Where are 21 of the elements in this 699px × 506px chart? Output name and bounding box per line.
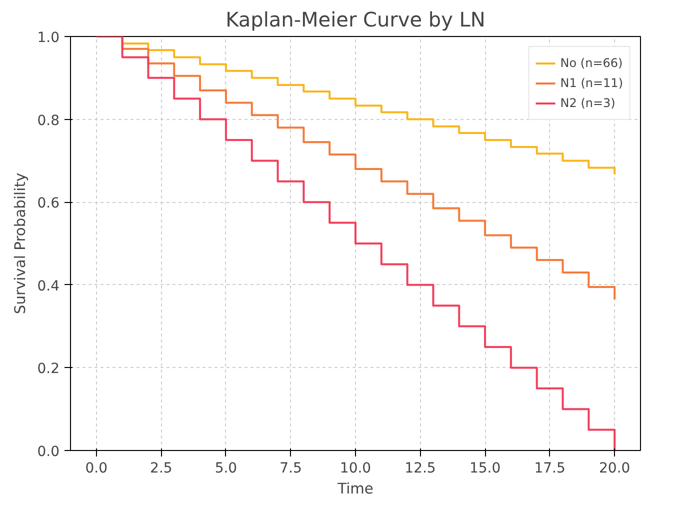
y-tick-label: 0.4 bbox=[37, 278, 60, 294]
y-tick-label: 0.0 bbox=[37, 444, 60, 460]
chart-title: Kaplan-Meier Curve by LN bbox=[226, 8, 486, 32]
x-tick-label: 20.0 bbox=[599, 460, 630, 476]
legend-label: No (n=66) bbox=[560, 56, 623, 70]
x-tick-label: 10.0 bbox=[340, 460, 372, 476]
y-axis-title: Survival Probability bbox=[12, 172, 30, 314]
y-tick-label: 0.8 bbox=[37, 112, 60, 129]
x-tick-label: 5.0 bbox=[214, 460, 238, 476]
legend-label: N1 (n=11) bbox=[560, 76, 623, 90]
x-tick-label: 17.5 bbox=[534, 460, 566, 476]
x-tick-label: 0.0 bbox=[85, 460, 108, 476]
legend-label: N2 (n=3) bbox=[560, 96, 616, 110]
x-tick-label: 2.5 bbox=[150, 460, 172, 476]
x-axis-title: Time bbox=[336, 480, 374, 498]
x-tick-label: 12.5 bbox=[404, 460, 436, 476]
y-tick-label: 0.6 bbox=[37, 196, 60, 212]
x-tick-label: 15.0 bbox=[469, 460, 501, 476]
x-tick-label: 7.5 bbox=[280, 460, 302, 476]
y-tick-label: 1.0 bbox=[37, 30, 60, 46]
y-tick-label: 0.2 bbox=[37, 361, 60, 378]
